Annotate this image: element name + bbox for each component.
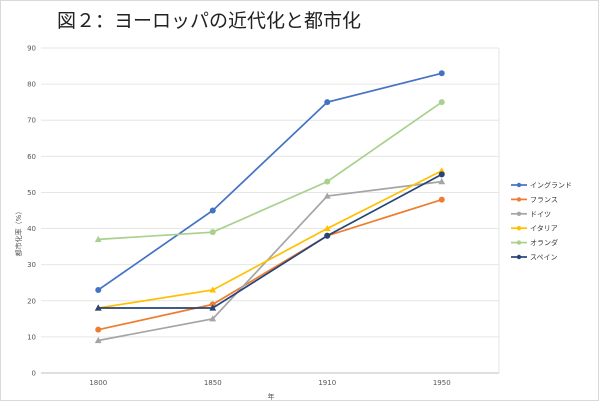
legend-label: オランダ (530, 238, 558, 247)
x-tick-label: 1950 (433, 379, 451, 387)
data-point (438, 171, 445, 178)
legend-item: イタリア (511, 224, 558, 233)
legend-item: オランダ (511, 238, 558, 247)
data-point (209, 229, 216, 236)
series-line (98, 101, 443, 241)
data-point (209, 207, 216, 214)
data-point (323, 224, 331, 232)
series-0 (95, 70, 445, 293)
y-tick-label: 90 (27, 45, 36, 53)
chart-title: 図２：ヨーロッパの近代化と都市化 (57, 10, 362, 32)
data-point (209, 301, 216, 308)
y-tick-label: 70 (27, 117, 36, 125)
legend-marker (516, 197, 522, 202)
series-5 (94, 171, 445, 311)
y-tick-label: 20 (27, 297, 36, 305)
x-tick-label: 1910 (318, 379, 336, 387)
data-point (209, 286, 217, 293)
series-line (98, 170, 443, 309)
y-axis-label: 都市化率（%） (14, 208, 23, 257)
legend-label: イングランド (530, 181, 572, 190)
y-tick-label: 30 (27, 261, 36, 269)
legend-item: スペイン (511, 254, 558, 262)
y-tick-label: 60 (27, 153, 36, 161)
legend-marker (516, 211, 522, 216)
data-point (438, 99, 445, 106)
y-tick-label: 40 (27, 225, 36, 233)
data-point (438, 196, 445, 203)
data-point (209, 315, 217, 322)
legend-item: フランス (511, 196, 558, 204)
series-3 (94, 167, 446, 311)
data-point (323, 192, 331, 199)
data-point (94, 336, 102, 344)
data-point (94, 235, 102, 242)
x-tick-label: 1800 (89, 379, 107, 387)
x-tick-label: 1850 (204, 379, 222, 387)
legend-label: イタリア (530, 224, 558, 233)
y-tick-label: 0 (32, 370, 36, 378)
data-point (94, 304, 102, 311)
legend-marker (516, 254, 522, 260)
data-point (209, 304, 217, 311)
data-point (95, 326, 102, 333)
legend-label: スペイン (530, 254, 558, 262)
data-point (438, 167, 446, 174)
data-point (324, 99, 331, 106)
legend-label: ドイツ (530, 210, 551, 218)
legend-item: イングランド (511, 181, 572, 190)
legend-label: フランス (530, 196, 558, 204)
data-point (324, 178, 331, 185)
series-line (98, 198, 443, 331)
y-tick-label: 80 (27, 81, 36, 89)
data-point (438, 178, 446, 185)
data-point (95, 286, 102, 293)
data-point (438, 70, 445, 77)
series-line (98, 173, 443, 309)
series-line (98, 180, 442, 342)
legend-marker (516, 240, 522, 245)
legend-marker (516, 226, 522, 231)
series-line (97, 72, 442, 291)
series-4 (94, 99, 445, 242)
legend-marker (516, 182, 522, 188)
legend-item: ドイツ (511, 210, 551, 218)
series-2 (94, 178, 446, 344)
data-point (324, 232, 331, 239)
y-tick-label: 50 (27, 189, 36, 197)
x-axis-label: 年 (268, 392, 275, 401)
y-tick-label: 10 (27, 333, 36, 341)
